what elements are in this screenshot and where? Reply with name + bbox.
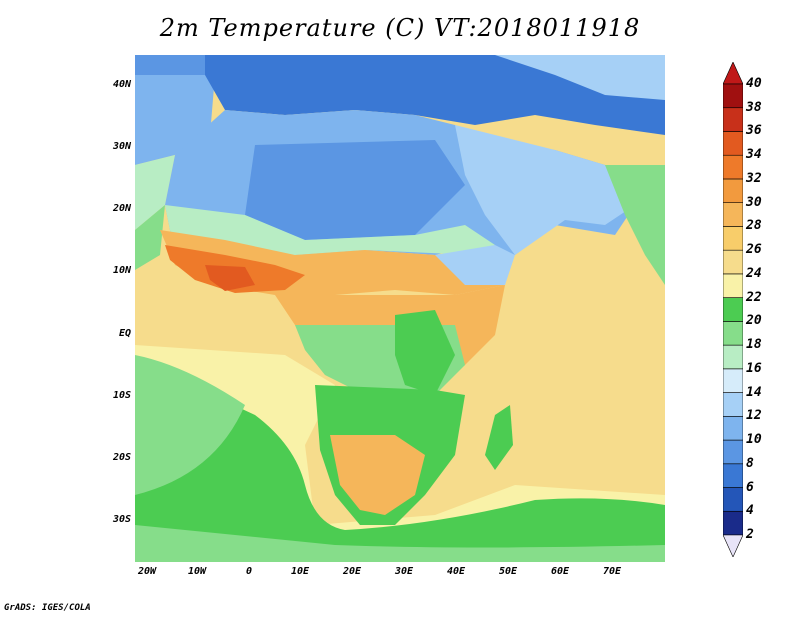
colorbar-label: 38: [746, 99, 762, 115]
arabia-land: [455, 125, 635, 255]
lat-label-20n: 20N: [112, 203, 131, 214]
europe-land: [205, 55, 665, 135]
colorbar-box: [722, 392, 744, 417]
colorbar-label: 36: [746, 123, 762, 139]
lat-label-30n: 30N: [112, 141, 131, 152]
colorbar-box: [722, 487, 744, 512]
colorbar: [722, 61, 744, 558]
colorbar-box: [722, 368, 744, 393]
colorbar-box: [722, 83, 744, 109]
colorbar-box: [722, 439, 744, 465]
atlantic-coast-green: [135, 205, 165, 270]
lon-label-10w: 10W: [187, 566, 207, 577]
colorbar-box: [722, 416, 744, 441]
lon-label-20w: 20W: [137, 566, 157, 577]
lon-label-30e: 30E: [394, 566, 414, 577]
colorbar-label: 10: [746, 432, 762, 448]
colorbar-label: 20: [746, 313, 762, 329]
india-land: [605, 165, 665, 285]
colorbar-box: [722, 510, 744, 536]
colorbar-label: 6: [746, 479, 754, 495]
lat-label-20s: 20S: [112, 452, 131, 463]
footer-credit: GrADS: IGES/COLA: [4, 603, 91, 613]
europe-cold: [495, 55, 665, 100]
west-africa-hottest: [205, 265, 255, 291]
lon-label-20e: 20E: [342, 566, 362, 577]
colorbar-label: 18: [746, 337, 762, 353]
colorbar-label: 30: [746, 194, 762, 210]
atlantic-green-band: [135, 355, 245, 495]
lat-label-30s: 30S: [112, 514, 131, 525]
madagascar: [485, 405, 513, 470]
colorbar-label: 40: [746, 76, 762, 91]
colorbar-label: 26: [746, 242, 762, 258]
lon-label-60e: 60E: [550, 566, 570, 577]
chart-title: 2m Temperature (C) VT:2018011918: [159, 14, 641, 42]
colorbar-box: [722, 344, 744, 370]
lon-label-10e: 10E: [290, 566, 310, 577]
colorbar-box: [722, 249, 744, 275]
lat-label-eq: EQ: [118, 328, 131, 339]
colorbar-box: [722, 178, 744, 203]
colorbar-label: 2: [746, 527, 754, 542]
colorbar-label: 12: [746, 408, 762, 424]
colorbar-box: [722, 131, 744, 156]
kalahari-warm: [330, 435, 425, 515]
colorbar-label: 4: [746, 503, 754, 519]
colorbar-box: [722, 297, 744, 322]
colorbar-box: [722, 321, 744, 346]
lat-label-10n: 10N: [112, 265, 131, 276]
lon-label-70e: 70E: [602, 566, 622, 577]
colorbar-label: 14: [746, 384, 762, 400]
temperature-map: [135, 55, 665, 562]
lon-label-40e: 40E: [446, 566, 466, 577]
colorbar-label: 34: [746, 147, 762, 163]
colorbar-top-triangle: [722, 61, 744, 85]
colorbar-label: 24: [746, 265, 762, 281]
southern-ocean-green: [135, 392, 665, 562]
southern-ocean-light-green: [135, 525, 665, 562]
lat-label-10s: 10S: [112, 390, 131, 401]
lon-label-0: 0: [245, 566, 253, 577]
colorbar-label: 8: [746, 455, 754, 471]
colorbar-label: 32: [746, 170, 762, 186]
colorbar-label: 22: [746, 289, 762, 305]
colorbar-label: 28: [746, 218, 762, 234]
lat-label-40n: 40N: [112, 79, 131, 90]
colorbar-label: 16: [746, 360, 762, 376]
colorbar-box: [722, 154, 744, 180]
colorbar-box: [722, 273, 744, 298]
colorbar-box: [722, 107, 744, 132]
atlantic-coast-light: [135, 155, 175, 230]
lon-label-50e: 50E: [498, 566, 518, 577]
colorbar-box: [722, 463, 744, 488]
horn-of-africa: [435, 245, 515, 285]
east-africa-green: [395, 310, 455, 395]
colorbar-box: [722, 202, 744, 227]
colorbar-box: [722, 226, 744, 251]
colorbar-bottom-triangle: [722, 534, 744, 558]
sahara-blue: [245, 140, 465, 240]
